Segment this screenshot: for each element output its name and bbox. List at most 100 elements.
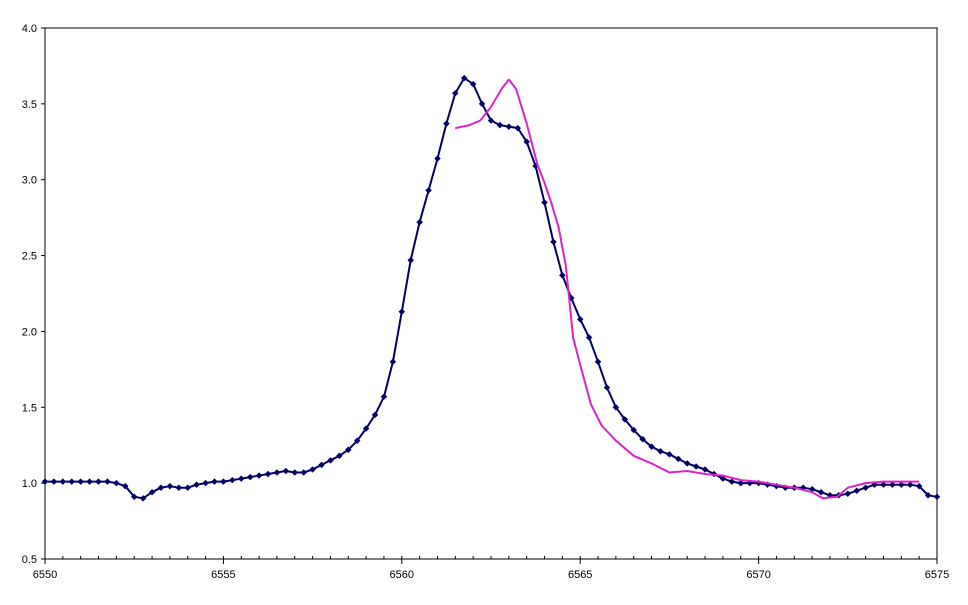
data-point-marker: [50, 478, 58, 485]
y-tick-label: 2.0: [22, 326, 37, 338]
data-point-marker: [585, 334, 593, 341]
data-point-marker: [924, 491, 932, 499]
data-point-marker: [469, 80, 477, 88]
data-point-marker: [327, 457, 334, 464]
data-point-marker: [683, 460, 691, 467]
data-point-marker: [862, 484, 869, 492]
data-point-marker: [336, 452, 343, 460]
data-point-marker: [139, 494, 147, 502]
y-tick-label: 1.5: [22, 402, 37, 414]
data-point-marker: [514, 124, 522, 132]
data-point-marker: [291, 469, 299, 476]
data-point-marker: [202, 479, 209, 487]
data-point-marker: [255, 472, 263, 479]
data-point-marker: [728, 478, 736, 485]
data-point-marker: [657, 447, 664, 455]
x-tick-label: 6550: [33, 569, 57, 581]
data-point-marker: [175, 484, 183, 492]
x-axis-tick-labels: 6550 6555 6560 6565 6570 6575: [33, 569, 949, 581]
data-point-marker: [95, 478, 102, 485]
data-point-marker: [309, 466, 316, 473]
data-point-marker: [451, 89, 459, 97]
data-point-marker: [853, 487, 861, 495]
data-point-marker: [648, 443, 655, 451]
data-point-marker: [844, 490, 852, 498]
data-point-marker: [157, 484, 165, 492]
data-point-marker: [737, 479, 745, 487]
data-point-marker: [344, 446, 352, 454]
y-tick-label: 0.5: [22, 554, 37, 566]
data-point-marker: [362, 425, 370, 432]
data-point-marker: [86, 478, 93, 485]
data-point-marker: [639, 435, 646, 443]
data-point-marker: [933, 493, 941, 501]
series-group: [41, 74, 941, 502]
data-point-marker: [416, 218, 423, 226]
data-point-marker: [121, 482, 129, 490]
data-point-marker: [496, 121, 504, 129]
data-point-marker: [220, 478, 227, 485]
data-point-marker: [603, 384, 611, 391]
series-2-line: [455, 78, 920, 500]
data-point-marker: [550, 238, 557, 246]
data-point-marker: [559, 271, 566, 279]
data-point-marker: [389, 358, 397, 366]
x-tick-label: 6555: [211, 569, 235, 581]
data-point-marker: [371, 411, 379, 419]
data-point-marker: [460, 74, 468, 82]
data-point-marker: [612, 403, 620, 411]
data-point-marker: [228, 476, 236, 484]
data-point-marker: [692, 463, 700, 470]
x-tick-label: 6560: [390, 569, 414, 581]
data-point-marker: [719, 475, 727, 482]
data-point-marker: [113, 479, 120, 487]
data-point-marker: [478, 100, 486, 108]
y-tick-label: 2.5: [22, 251, 37, 263]
data-point-marker: [487, 117, 495, 124]
data-point-marker: [906, 481, 914, 489]
y-axis-tick-labels: 0.5 1.0 1.5 2.0 2.5 3.0 3.5 4.0: [22, 23, 37, 566]
data-point-marker: [104, 478, 111, 485]
data-point-marker: [674, 455, 682, 463]
data-point-marker: [246, 473, 254, 481]
data-point-marker: [166, 482, 174, 490]
data-point-marker: [817, 488, 825, 496]
data-point-marker: [237, 475, 245, 482]
x-tick-label: 6575: [925, 569, 949, 581]
data-point-marker: [666, 450, 673, 458]
y-tick-label: 1.0: [22, 478, 37, 490]
data-point-marker: [889, 481, 896, 489]
data-point-marker: [59, 478, 67, 485]
data-point-marker: [443, 120, 450, 127]
data-point-marker: [353, 437, 361, 445]
data-point-marker: [594, 358, 602, 366]
data-point-marker: [300, 469, 308, 476]
data-point-marker: [282, 467, 290, 475]
data-point-marker: [701, 466, 709, 473]
data-point-marker: [398, 308, 406, 316]
data-point-marker: [41, 478, 49, 485]
data-point-marker: [184, 484, 192, 492]
data-point-marker: [505, 123, 513, 130]
data-point-marker: [523, 138, 531, 146]
x-tick-label: 6570: [746, 569, 770, 581]
plot-area: [44, 27, 938, 560]
data-point-marker: [68, 478, 76, 485]
data-point-marker: [130, 493, 138, 501]
data-point-marker: [425, 186, 432, 194]
data-point-marker: [77, 478, 85, 485]
data-point-marker: [541, 199, 548, 206]
data-point-marker: [380, 393, 388, 401]
data-point-marker: [407, 256, 415, 264]
data-point-marker: [318, 461, 325, 469]
data-point-marker: [193, 481, 200, 489]
data-point-marker: [273, 469, 281, 476]
y-tick-label: 3.0: [22, 175, 37, 187]
data-point-marker: [621, 416, 629, 423]
data-point-marker: [915, 482, 923, 490]
axis-ticks: [41, 27, 938, 564]
data-point-marker: [434, 155, 441, 162]
data-point-marker: [211, 478, 218, 485]
y-tick-label: 4.0: [22, 23, 37, 35]
